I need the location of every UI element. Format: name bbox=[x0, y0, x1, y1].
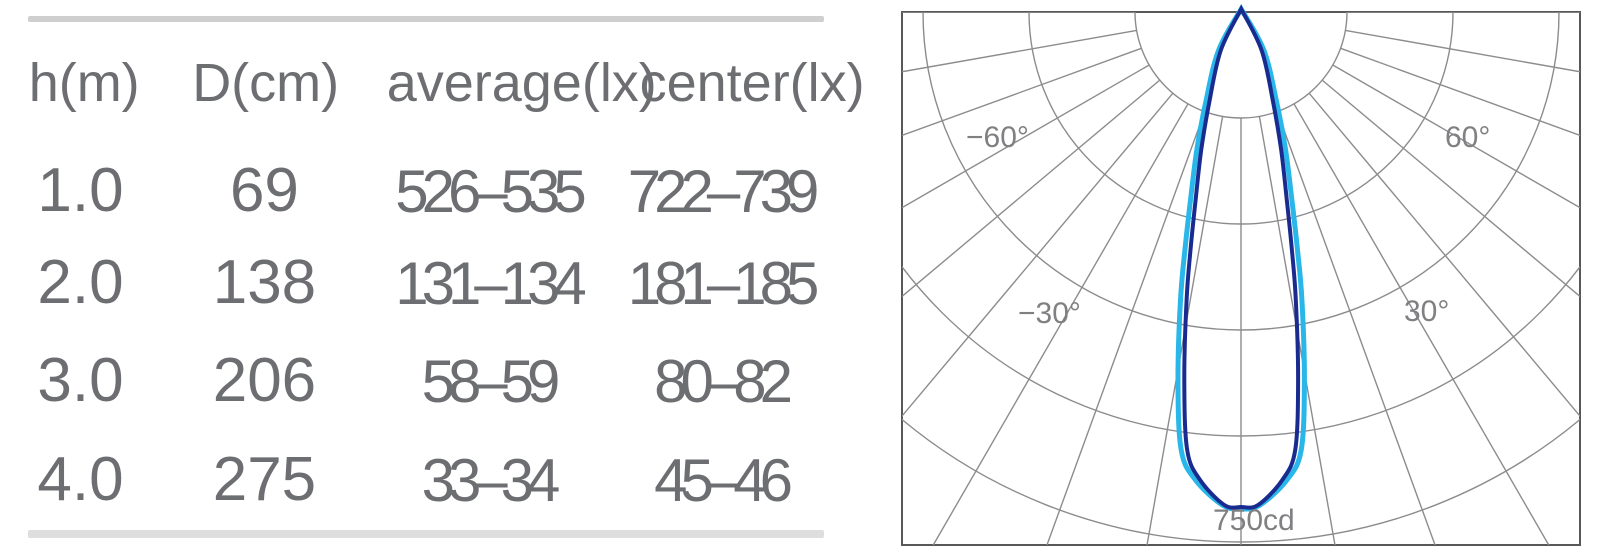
svg-text:30°: 30° bbox=[1404, 295, 1449, 328]
svg-text:−30°: −30° bbox=[1018, 297, 1081, 330]
svg-text:750cd: 750cd bbox=[1213, 504, 1295, 537]
svg-text:−60°: −60° bbox=[966, 121, 1029, 154]
svg-text:60°: 60° bbox=[1445, 121, 1490, 154]
